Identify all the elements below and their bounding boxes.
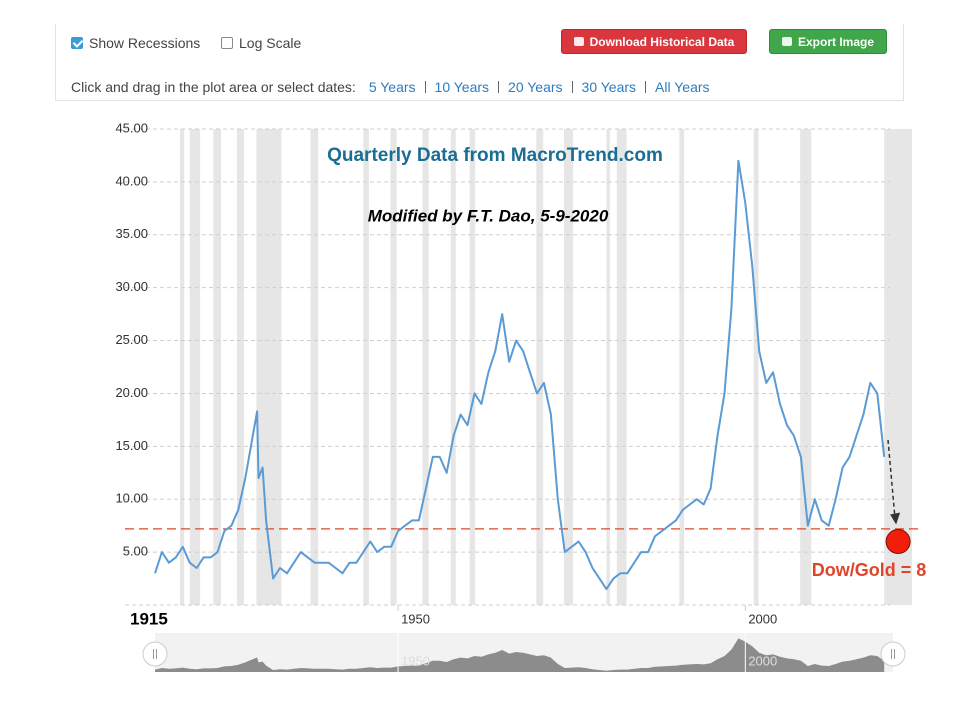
range-links: 5 Years 10 Years 20 Years 30 Years All Years [369,79,710,95]
navigator-handle[interactable] [880,641,906,667]
recession-band [236,129,244,605]
recession-band [450,129,456,605]
y-tick-label: 30.00 [115,279,148,294]
recession-band [363,129,369,605]
label: Log Scale [239,35,302,51]
icon [781,37,792,46]
y-tick-label: 25.00 [115,332,148,347]
download-button[interactable]: Download Historical Data [561,29,747,54]
checkbox[interactable] [71,37,83,49]
prompt-text: Click and drag in the plot area or selec… [71,79,356,95]
recession-band [390,129,397,605]
range-link[interactable]: 5 Years [368,79,416,95]
export-button[interactable]: Export Image [769,29,887,54]
recession-band [800,129,812,605]
navigator-area [155,638,885,672]
label: Download Historical Data [589,34,735,49]
y-tick-label: 40.00 [115,173,148,188]
separator [424,81,426,93]
date-prompt: Click and drag in the plot area or selec… [71,79,710,95]
recession-band [564,129,574,605]
recession-band [422,129,429,605]
separator [498,81,500,93]
recession-band [180,129,185,605]
recession-band [616,129,627,605]
recession-band [213,129,221,605]
range-link[interactable]: 30 Years [581,79,637,95]
annotation: Dow/Gold = 8 [812,560,927,580]
log-scale-toggle[interactable]: Log Scale [221,35,301,51]
x-tick-label: 2000 [748,611,777,626]
label: Show Recessions [89,35,201,51]
chart-title: Quarterly Data from MacroTrend.com [327,145,663,166]
recession-band [310,129,319,605]
range-link[interactable]: 10 Years [434,79,490,95]
y-tick-label: 35.00 [115,226,148,241]
chart-subtitle: Modified by F.T. Dao, 5-9-2020 [368,206,609,225]
show-recessions-toggle[interactable]: Show Recessions [71,35,200,51]
recession-band [884,129,912,605]
recession-band [536,129,544,605]
y-tick-label: 15.00 [115,438,148,453]
y-tick-label: 20.00 [115,385,148,400]
y-tick-label: 10.00 [115,491,148,506]
label: Export Image [797,34,875,49]
icon [573,37,584,46]
marker-point [885,529,911,555]
recession-band [679,129,685,605]
recession-band [189,129,201,605]
navigator-handle[interactable] [142,641,168,667]
checkbox[interactable] [221,37,233,49]
recession-band [753,129,759,605]
series-line [154,159,886,591]
navigator-label: 2000 [748,653,777,668]
recession-band [606,129,610,605]
range-link[interactable]: 20 Years [508,79,563,95]
arrow-line [887,439,896,520]
separator [645,81,647,93]
y-tick-label: 5.00 [123,544,148,559]
range-link[interactable]: All Years [655,79,710,95]
recession-band [469,129,476,605]
separator [571,81,573,93]
x-tick-label: 1950 [401,611,430,626]
recession-band [256,129,282,605]
navigator-label: 1950 [401,653,430,668]
control-panel: Show Recessions Log Scale Download Histo… [55,24,904,101]
y-tick-label: 45.00 [115,120,148,135]
start-label: 1915 [130,609,168,628]
arrow-head [890,512,901,525]
